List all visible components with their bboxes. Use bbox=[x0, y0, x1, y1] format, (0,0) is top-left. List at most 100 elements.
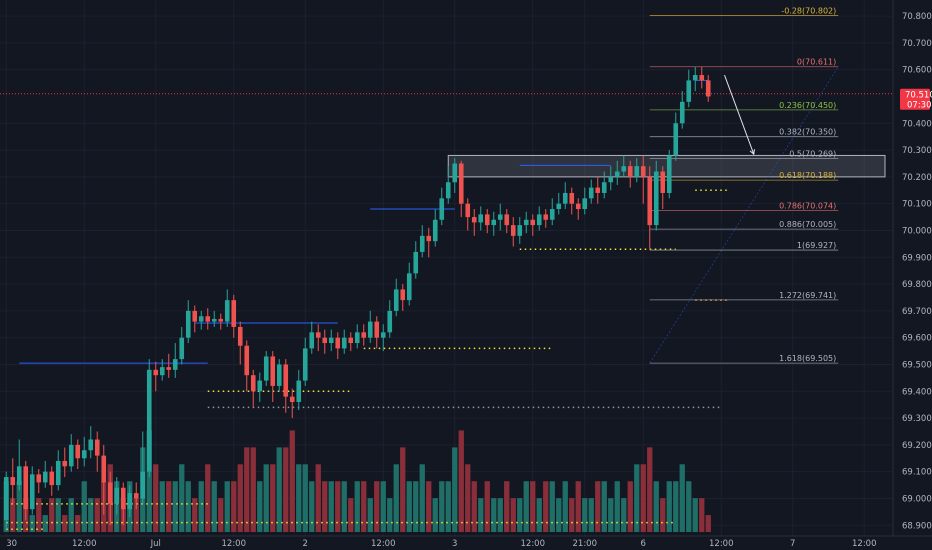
volume-bar bbox=[413, 481, 419, 532]
price-tick-label: 69.400 bbox=[902, 387, 932, 397]
time-tick-label: 30 bbox=[6, 539, 17, 549]
candle-body bbox=[387, 310, 393, 333]
candle-body bbox=[361, 332, 367, 338]
price-tick-label: 68.900 bbox=[902, 521, 932, 531]
candle-body bbox=[543, 214, 549, 220]
candle-body bbox=[29, 474, 35, 510]
candle-body bbox=[198, 316, 204, 322]
volume-bar bbox=[341, 481, 347, 532]
candle-body bbox=[68, 444, 74, 467]
volume-bar bbox=[484, 481, 490, 532]
candle-body bbox=[465, 203, 471, 218]
volume-bar bbox=[556, 498, 562, 532]
volume-bar bbox=[159, 481, 165, 532]
volume-bar bbox=[55, 498, 61, 532]
candle-body bbox=[276, 364, 282, 386]
volume-bar bbox=[569, 498, 575, 532]
volume-bar bbox=[575, 481, 581, 532]
candle-body bbox=[653, 171, 659, 226]
candle-body bbox=[458, 163, 464, 204]
price-tick-label: 69.200 bbox=[902, 441, 932, 451]
candle-body bbox=[640, 166, 646, 177]
volume-bar bbox=[380, 481, 386, 532]
price-tick-label: 70.200 bbox=[902, 173, 932, 183]
volume-bar bbox=[452, 447, 458, 532]
volume-bar bbox=[348, 498, 354, 532]
price-axis: 70.800 70.700 70.600 70.400 70.300 70.200 70.1… bbox=[893, 0, 932, 536]
volume-bar bbox=[465, 464, 471, 532]
fib-level-label: 1.618(69.505) bbox=[779, 354, 836, 363]
volume-bar bbox=[309, 481, 315, 532]
volume-bar bbox=[166, 481, 172, 532]
volume-bar bbox=[218, 498, 224, 532]
volume-bar bbox=[660, 498, 666, 532]
volume-bar bbox=[582, 498, 588, 532]
candle-body bbox=[211, 318, 217, 322]
volume-bar bbox=[543, 481, 549, 532]
volume-bar bbox=[75, 515, 81, 532]
fib-level-label: 0.618(70.188) bbox=[779, 171, 836, 180]
candle-body bbox=[49, 471, 55, 486]
candle-body bbox=[62, 460, 68, 467]
candle-body bbox=[166, 367, 172, 370]
candle-body bbox=[393, 289, 399, 311]
price-tick-label: 70.100 bbox=[902, 200, 932, 210]
candle-body bbox=[120, 487, 126, 510]
volume-bar bbox=[653, 481, 659, 532]
volume-bar bbox=[601, 481, 607, 532]
candle-body bbox=[484, 214, 490, 226]
candle-body bbox=[419, 235, 425, 252]
candle-body bbox=[627, 166, 633, 177]
candle-body bbox=[75, 444, 81, 459]
volume-bar bbox=[595, 481, 601, 532]
price-tick-label: 69.700 bbox=[902, 307, 932, 317]
candles bbox=[3, 67, 711, 531]
volume-bar bbox=[497, 498, 503, 532]
volume-bar bbox=[328, 481, 334, 532]
candle-body bbox=[634, 166, 640, 177]
volume-bar bbox=[686, 481, 692, 532]
candle-body bbox=[244, 345, 250, 376]
volume-bar bbox=[627, 481, 633, 532]
candle-body bbox=[439, 198, 445, 220]
candle-body bbox=[354, 332, 360, 344]
volume-bar bbox=[471, 481, 477, 532]
current-price-value: 70.510 bbox=[905, 90, 932, 100]
candle-body bbox=[491, 219, 497, 226]
candle-body bbox=[296, 380, 302, 402]
candle-body bbox=[614, 171, 620, 177]
volume-bar bbox=[432, 498, 438, 532]
candle-body bbox=[23, 466, 29, 510]
volume-bar bbox=[608, 498, 614, 532]
time-tick-label: 12:00 bbox=[72, 539, 97, 549]
volume-bar bbox=[315, 464, 321, 532]
candle-body bbox=[699, 75, 705, 81]
volume-bar bbox=[335, 481, 341, 532]
time-tick-label: 12:00 bbox=[852, 539, 877, 549]
candle-body bbox=[250, 375, 256, 392]
candle-body bbox=[302, 348, 308, 381]
price-tick-label: 69.000 bbox=[902, 494, 932, 504]
time-tick-label: 12:00 bbox=[521, 539, 546, 549]
volume-bar bbox=[224, 481, 230, 532]
time-tick-label: Jul bbox=[150, 539, 161, 549]
candle-body bbox=[185, 310, 191, 338]
volume-bar bbox=[374, 481, 380, 532]
price-tick-label: 70.700 bbox=[902, 39, 932, 49]
candle-body bbox=[94, 439, 100, 456]
candle-body bbox=[159, 367, 165, 376]
candle-body bbox=[88, 439, 94, 451]
volume-bar bbox=[679, 464, 685, 532]
candle-body bbox=[270, 356, 276, 386]
price-tick-label: 70.000 bbox=[902, 226, 932, 236]
volume-bar bbox=[393, 464, 399, 532]
projection-arrow bbox=[724, 74, 755, 155]
candle-body bbox=[328, 337, 334, 344]
volume-bar bbox=[588, 498, 594, 532]
volume-bar bbox=[692, 498, 698, 532]
price-axis-bg bbox=[893, 0, 932, 536]
volume-bar bbox=[510, 498, 516, 532]
volume-bar bbox=[530, 481, 536, 532]
time-tick-label: 6 bbox=[641, 539, 646, 549]
